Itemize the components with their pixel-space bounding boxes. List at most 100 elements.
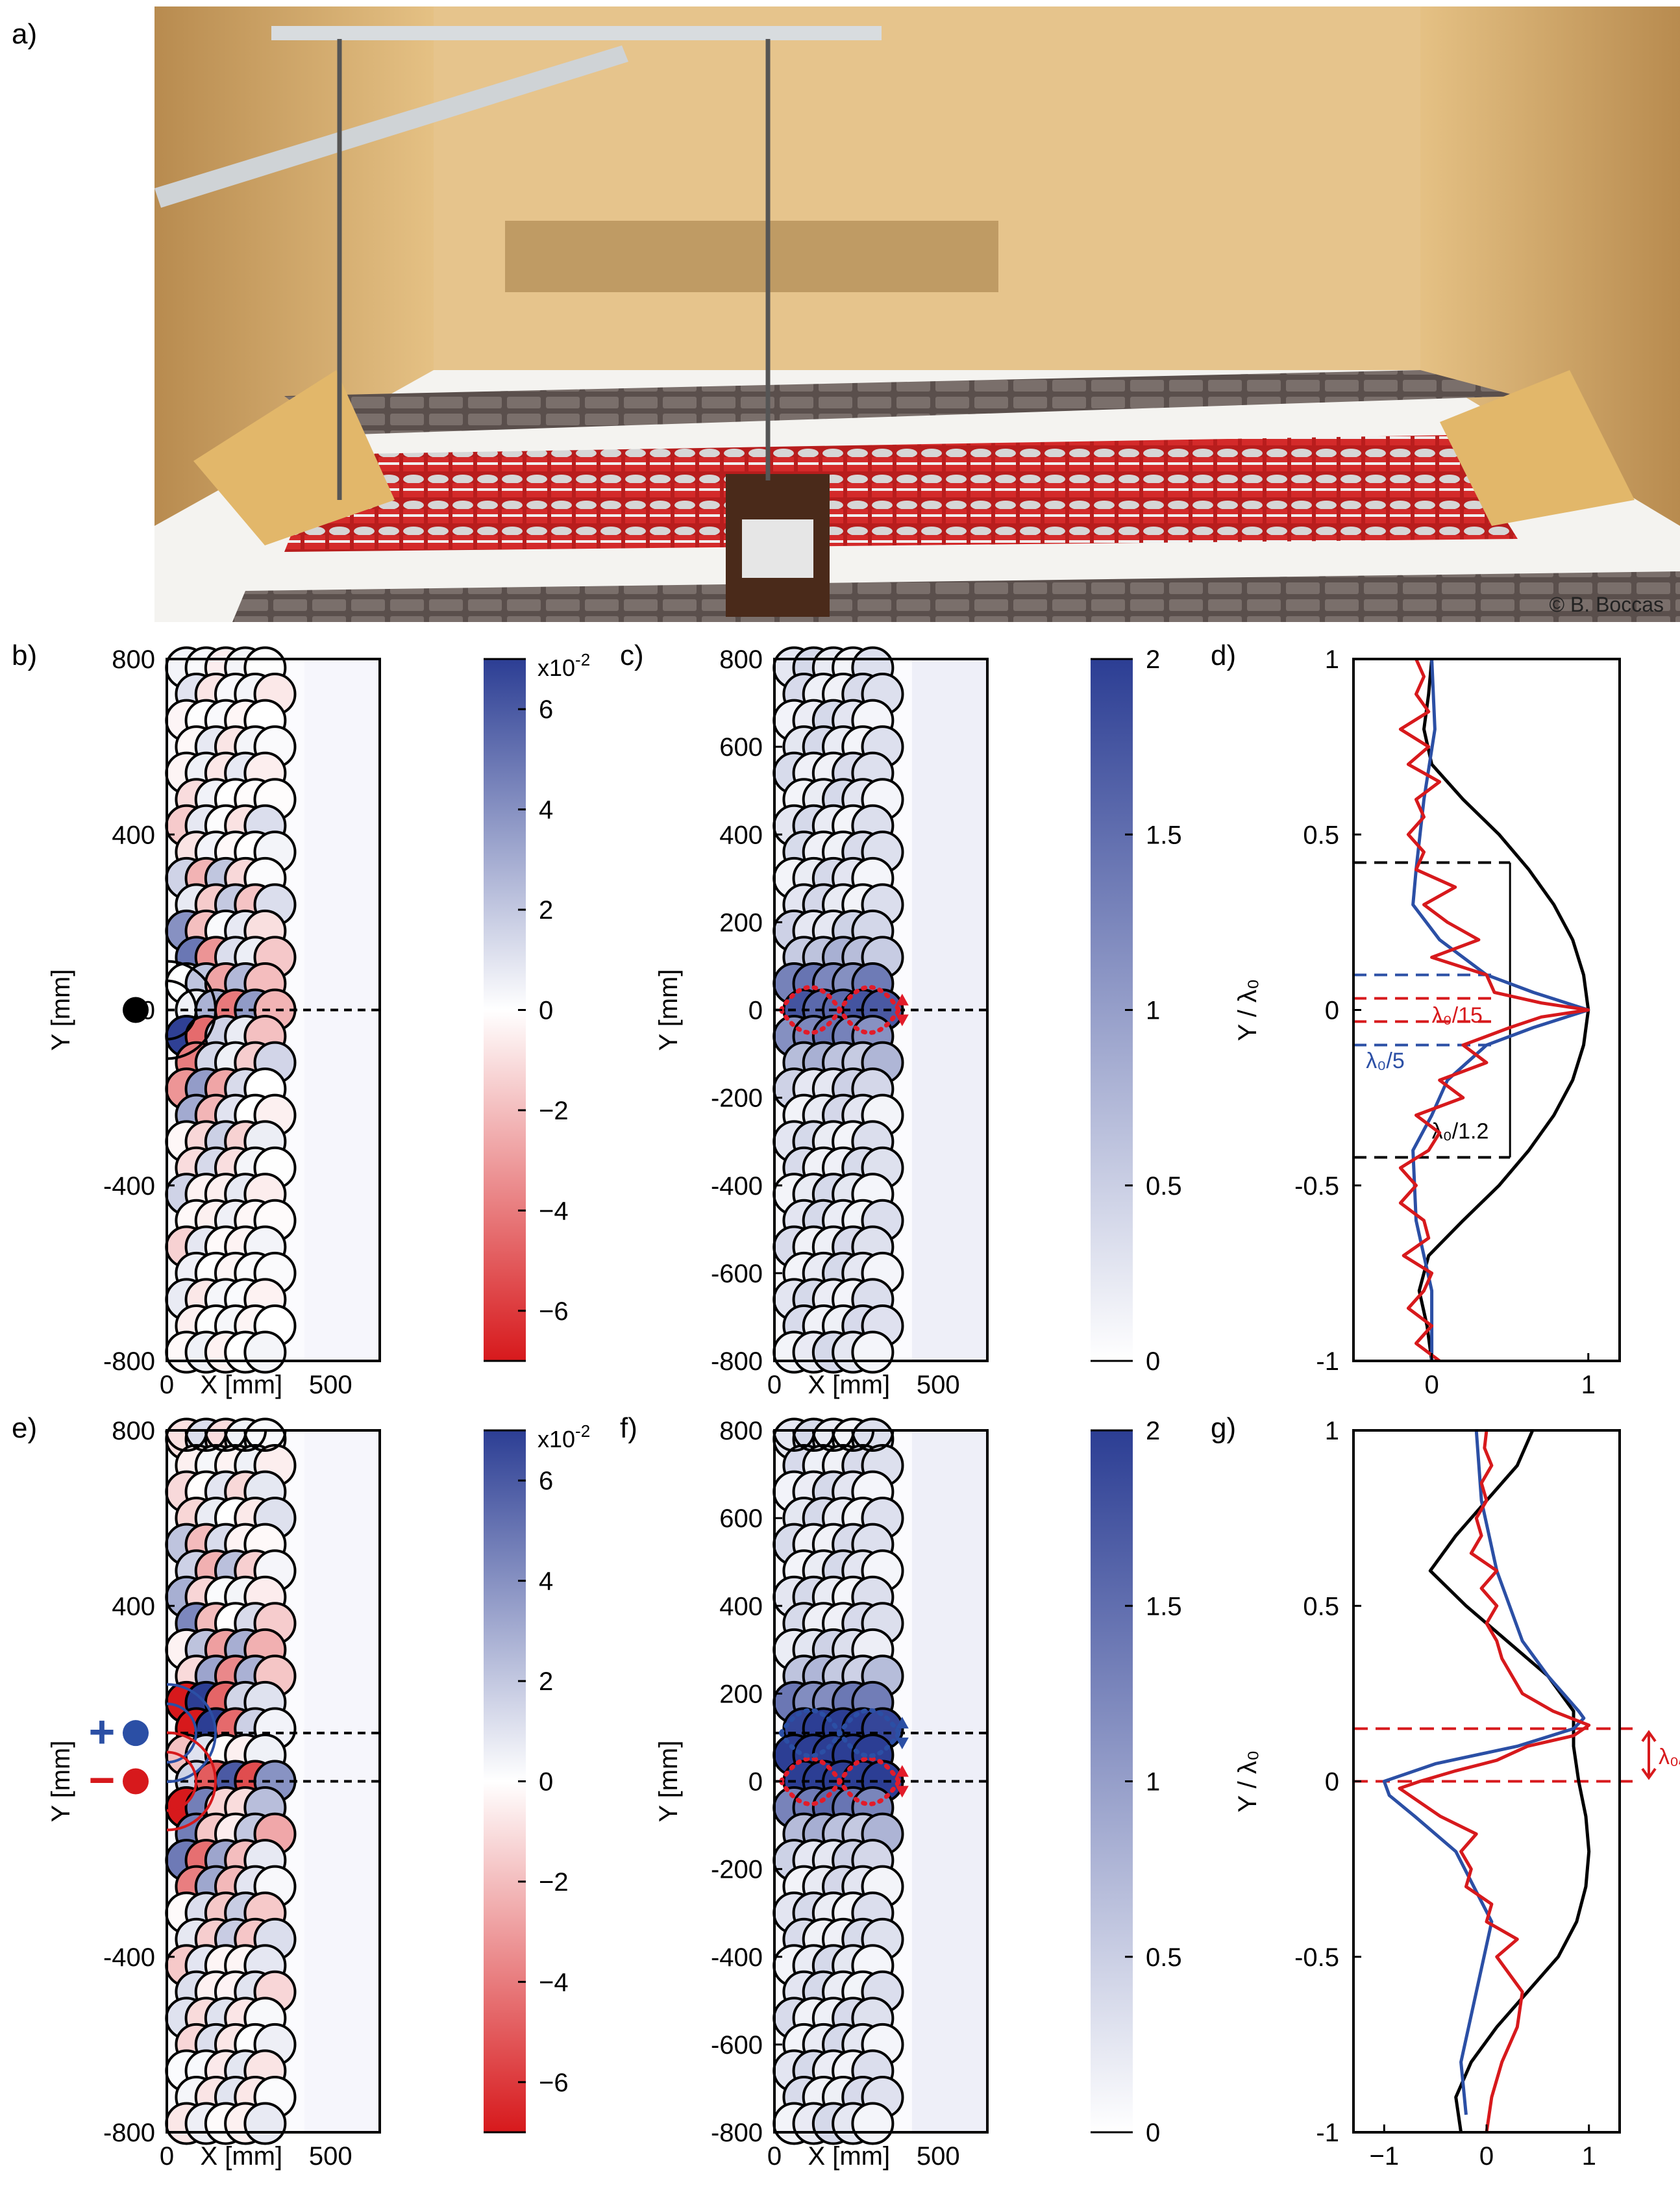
y-tick-label: 200 [719, 1680, 763, 1708]
x-tick-label: 1 [1581, 1371, 1596, 1399]
outside-field [911, 1430, 987, 2132]
y-tick-label: 600 [719, 1504, 763, 1533]
bracket-arrow [1641, 1730, 1657, 1742]
source-wavefront [166, 1702, 197, 1764]
beam-arrow [895, 1765, 909, 1777]
source-wavefront [166, 960, 217, 1060]
profile-line-2 [1398, 658, 1590, 1363]
y-axis-label: Y [mm] [47, 1741, 75, 1823]
resonator-can [851, 1330, 895, 1374]
beam-outline [778, 1708, 902, 1758]
colorbar-tick-label: −2 [539, 1868, 569, 1897]
x-tick-label: 500 [309, 1371, 352, 1399]
y-tick-label: -200 [711, 1856, 763, 1884]
y-tick-label: 0 [1325, 1768, 1339, 1797]
y-tick-label: 400 [719, 1592, 763, 1621]
resonator-can [165, 1430, 208, 1452]
y-tick-label: -800 [711, 2119, 763, 2147]
panel-label-e: e) [12, 1412, 38, 1444]
colorbar-tick-label: 4 [539, 796, 553, 825]
colorbar-tick-label: 2 [539, 896, 553, 925]
outside-field [304, 659, 380, 1361]
colorbar-tick-label: 0 [539, 1768, 553, 1797]
x-tick-label: 0 [1424, 1371, 1439, 1399]
colorbar-exponent-power: -2 [575, 650, 590, 669]
outside-field [304, 1430, 380, 2132]
colorbar-tick-label: 0 [1146, 2119, 1160, 2147]
colorbar-tick-label: 0 [539, 997, 553, 1025]
y-axis-label: Y [mm] [654, 1741, 683, 1823]
y-axis-label: Y [mm] [47, 969, 75, 1051]
x-tick-label: 1 [1582, 2142, 1596, 2171]
y-tick-label: -800 [711, 1347, 763, 1376]
colorbar-tick-label: 1.5 [1146, 821, 1182, 849]
profile-line-1 [1382, 1430, 1586, 2115]
resonator-can [184, 1430, 228, 1452]
resonator-can [772, 1430, 816, 1452]
x-axis-label: X [mm] [200, 1371, 282, 1399]
colorbar-tick-label: 6 [539, 695, 553, 724]
y-tick-label: -0.5 [1294, 1943, 1339, 1972]
colorbar-tick-label: 0 [1146, 1347, 1160, 1376]
y-tick-label: 1 [1325, 1417, 1339, 1445]
y-tick-label: -200 [711, 1084, 763, 1113]
source-wavefront [166, 1683, 217, 1784]
y-tick-label: -400 [103, 1172, 155, 1201]
x-tick-label: 500 [917, 1371, 960, 1399]
x-tick-label: 0 [160, 2142, 174, 2171]
annotation-lambda-7: λ₀/7 [1659, 1745, 1680, 1769]
panel-label-b: b) [12, 640, 38, 671]
beam-outline [778, 985, 902, 1035]
beam-arrow [895, 993, 909, 1006]
y-tick-label: 800 [719, 1417, 763, 1445]
source-wavefront [166, 979, 197, 1041]
colorbar-tick-label: 4 [539, 1567, 553, 1596]
y-tick-label: -600 [711, 1260, 763, 1288]
beam-outline [778, 1756, 902, 1806]
photo-credit: © B. Boccas [1549, 593, 1664, 616]
experimental-setup-photo: © B. Boccas [154, 6, 1680, 622]
plot-background [1353, 659, 1620, 1361]
profile-line-2 [1398, 1430, 1591, 2133]
colorbar-tick-label: −6 [539, 1297, 569, 1326]
source-sign: + [89, 1706, 116, 1757]
x-axis-label: X [mm] [808, 1371, 890, 1399]
y-tick-label: -1 [1316, 2119, 1339, 2147]
x-tick-label: 0 [767, 2142, 782, 2171]
resonator-can [243, 2102, 287, 2145]
resonator-can [851, 1430, 895, 1452]
beam-arrow [895, 1737, 909, 1750]
source-wavefront [166, 1750, 197, 1812]
beam-arrow [895, 1786, 909, 1798]
panel-label-g: g) [1211, 1412, 1237, 1444]
x-tick-label: 500 [309, 2142, 352, 2171]
colorbar-tick-label: 6 [539, 1467, 553, 1495]
panel-label-d: d) [1211, 640, 1237, 671]
x-tick-label: 0 [1479, 2142, 1494, 2171]
x-tick-label: 0 [160, 1371, 174, 1399]
y-tick-label: -800 [103, 1347, 155, 1376]
y-tick-label: 0.5 [1303, 1592, 1339, 1621]
y-tick-label: 0 [141, 997, 155, 1025]
annotation-lambda-15: λ₀/15 [1432, 1003, 1483, 1028]
bracket-arrow [1641, 1767, 1657, 1780]
panel-label-a: a) [12, 18, 38, 50]
colorbar-exponent-power: -2 [575, 1421, 590, 1441]
annotation-lambda-5: λ₀/5 [1366, 1049, 1404, 1073]
y-tick-label: 800 [112, 645, 155, 674]
y-tick-label: 1 [1325, 645, 1339, 674]
panel-label-c: c) [620, 640, 644, 671]
colorbar-tick-label: −4 [539, 1197, 569, 1225]
colorbar-tick-label: −6 [539, 2069, 569, 2097]
y-axis-label: Y [mm] [654, 969, 683, 1051]
colorbar-tick-label: 2 [539, 1667, 553, 1696]
y-tick-label: 400 [719, 821, 763, 849]
y-tick-label: 0 [748, 997, 763, 1025]
resonator-can [243, 1430, 287, 1452]
y-tick-label: 800 [112, 1417, 155, 1445]
y-tick-label: -600 [711, 2031, 763, 2060]
resonator-can [792, 1430, 835, 1452]
